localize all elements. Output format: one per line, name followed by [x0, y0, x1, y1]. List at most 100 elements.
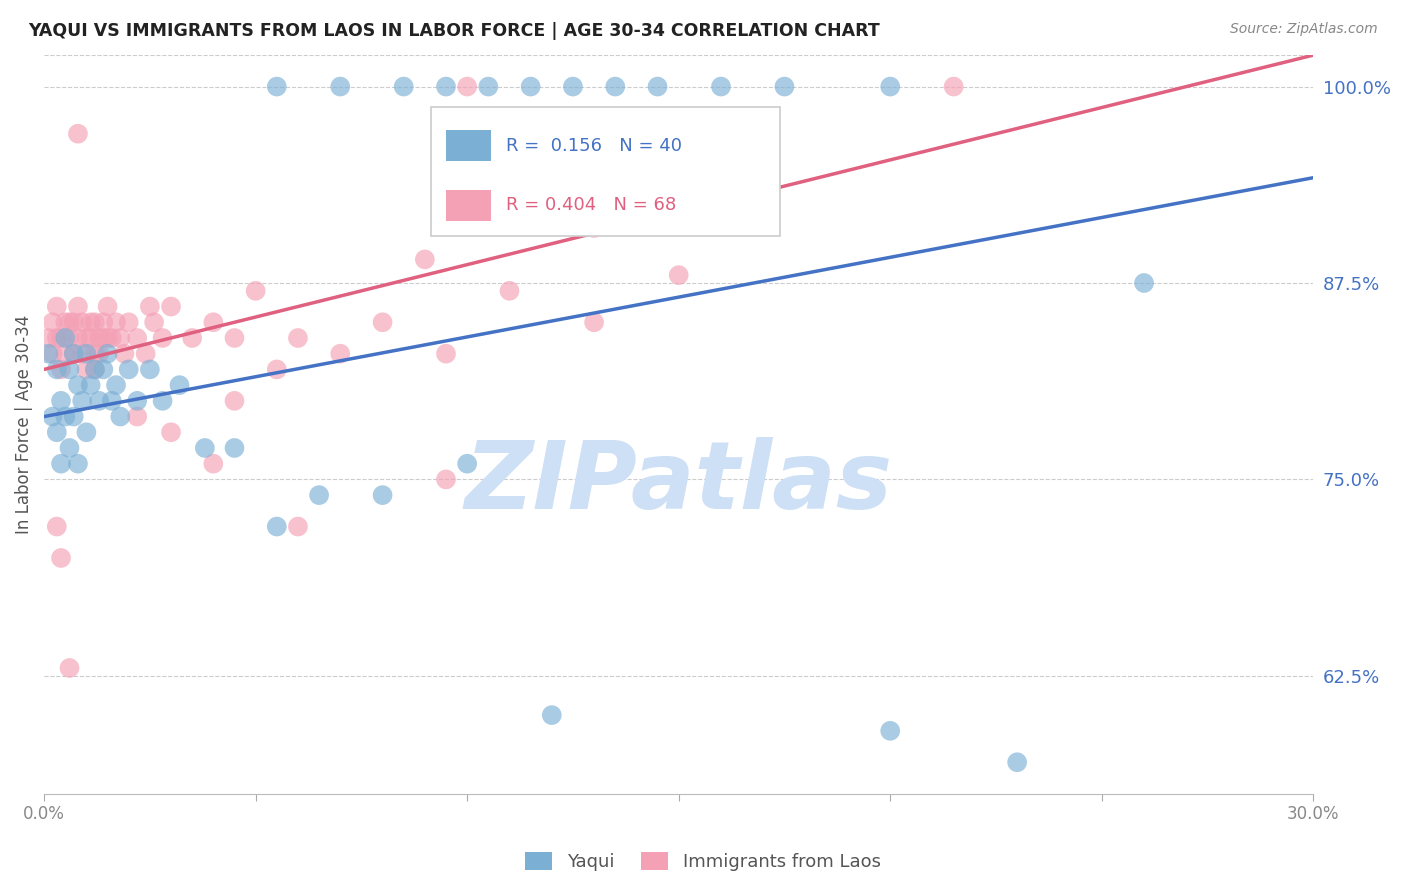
Text: R =  0.156   N = 40: R = 0.156 N = 40 [506, 136, 682, 154]
Point [97, 331, 120, 345]
Point [66, 378, 89, 392]
Point [773, 79, 796, 94]
Point [160, 425, 183, 440]
Point [202, 315, 225, 329]
Point [49, 457, 72, 471]
Point [75, 347, 97, 361]
Point [97, 300, 120, 314]
Point [605, 79, 627, 94]
FancyBboxPatch shape [447, 130, 491, 161]
Point [53, 347, 76, 361]
Point [710, 79, 733, 94]
Point [266, 519, 288, 533]
Point [58, 331, 80, 345]
Point [91, 315, 114, 329]
Point [66, 300, 89, 314]
Point [540, 708, 562, 723]
Point [181, 331, 204, 345]
Point [62, 347, 84, 361]
Point [127, 393, 149, 408]
Point [83, 362, 105, 376]
Point [169, 378, 191, 392]
Point [224, 331, 246, 345]
Point [66, 127, 89, 141]
Point [91, 362, 114, 376]
Point [583, 221, 606, 235]
Point [266, 362, 288, 376]
Point [87, 347, 110, 361]
Point [45, 362, 67, 376]
Point [87, 331, 110, 345]
Point [413, 252, 436, 267]
Point [127, 331, 149, 345]
Point [194, 441, 217, 455]
Point [152, 393, 174, 408]
Point [110, 331, 132, 345]
Point [434, 472, 457, 486]
Point [58, 315, 80, 329]
Point [53, 409, 76, 424]
Point [105, 315, 128, 329]
Point [456, 79, 478, 94]
Point [62, 347, 84, 361]
Point [66, 457, 89, 471]
Text: ZIPatlas: ZIPatlas [464, 437, 893, 530]
Point [91, 331, 114, 345]
FancyBboxPatch shape [432, 107, 780, 236]
Point [75, 331, 97, 345]
Point [266, 79, 288, 94]
Point [53, 331, 76, 345]
Point [41, 347, 63, 361]
Point [75, 362, 97, 376]
FancyBboxPatch shape [447, 190, 491, 220]
Point [434, 347, 457, 361]
Point [118, 315, 141, 329]
Point [70, 393, 93, 408]
Point [668, 205, 690, 219]
Point [101, 331, 124, 345]
Point [58, 661, 80, 675]
Point [45, 331, 67, 345]
Point [1005, 756, 1028, 770]
Point [308, 488, 330, 502]
Point [456, 205, 478, 219]
Point [152, 331, 174, 345]
Point [114, 347, 136, 361]
Point [45, 519, 67, 533]
Point [583, 315, 606, 329]
Point [498, 284, 520, 298]
Point [110, 409, 132, 424]
Point [1133, 276, 1156, 290]
Point [83, 347, 105, 361]
Point [127, 409, 149, 424]
Point [49, 362, 72, 376]
Point [41, 315, 63, 329]
Point [79, 315, 101, 329]
Point [83, 362, 105, 376]
Point [392, 79, 415, 94]
Point [139, 362, 162, 376]
Point [477, 79, 499, 94]
Point [45, 300, 67, 314]
Point [668, 268, 690, 282]
Text: YAQUI VS IMMIGRANTS FROM LAOS IN LABOR FORCE | AGE 30-34 CORRELATION CHART: YAQUI VS IMMIGRANTS FROM LAOS IN LABOR F… [28, 22, 880, 40]
Point [329, 347, 352, 361]
Point [879, 723, 901, 738]
Legend: Yaqui, Immigrants from Laos: Yaqui, Immigrants from Laos [517, 845, 889, 879]
Point [498, 189, 520, 203]
Point [224, 441, 246, 455]
Point [49, 551, 72, 566]
Text: Source: ZipAtlas.com: Source: ZipAtlas.com [1230, 22, 1378, 37]
Point [75, 425, 97, 440]
Point [49, 393, 72, 408]
Point [101, 393, 124, 408]
Point [118, 362, 141, 376]
Point [45, 425, 67, 440]
Point [371, 488, 394, 502]
Point [41, 409, 63, 424]
Point [97, 347, 120, 361]
Point [105, 378, 128, 392]
Point [70, 347, 93, 361]
Point [79, 331, 101, 345]
Point [224, 393, 246, 408]
